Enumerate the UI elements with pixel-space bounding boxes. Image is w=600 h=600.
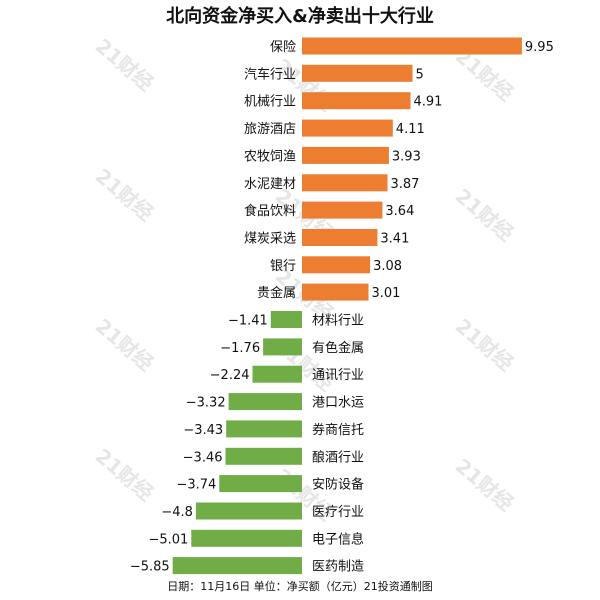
category-label-15: 券商信托 xyxy=(312,422,364,438)
watermark: 21财经 xyxy=(451,314,518,376)
bar-6 xyxy=(302,174,388,192)
value-label-3: 4.91 xyxy=(414,95,443,110)
bar-17 xyxy=(219,475,302,493)
value-label-19: −5.01 xyxy=(148,532,188,547)
value-label-18: −4.8 xyxy=(161,505,193,520)
value-label-13: −2.24 xyxy=(210,368,250,383)
bar-2 xyxy=(302,64,413,82)
watermark: 21财经 xyxy=(91,314,158,376)
value-label-5: 3.93 xyxy=(392,149,421,164)
chart-footer: 日期：11月16日 单位：净买额（亿元）21投资通制图 xyxy=(167,580,433,593)
value-label-10: 3.01 xyxy=(372,286,401,301)
value-label-20: −5.85 xyxy=(130,560,170,575)
category-label-6: 水泥建材 xyxy=(244,177,296,192)
bars xyxy=(172,37,522,575)
bar-9 xyxy=(302,256,371,274)
bar-7 xyxy=(302,201,383,219)
value-label-7: 3.64 xyxy=(385,204,414,219)
value-label-8: 3.41 xyxy=(380,232,409,247)
value-label-16: −3.46 xyxy=(183,450,223,465)
value-label-2: 5 xyxy=(416,67,424,82)
category-label-20: 医药制造 xyxy=(312,560,364,575)
category-label-5: 农牧饲渔 xyxy=(244,149,296,164)
bar-14 xyxy=(228,393,302,411)
category-label-18: 医疗行业 xyxy=(312,505,364,520)
category-label-3: 机械行业 xyxy=(244,95,296,110)
bar-5 xyxy=(302,146,389,164)
bar-16 xyxy=(225,447,302,465)
bar-20 xyxy=(172,557,302,575)
watermark: 21财经 xyxy=(91,34,158,96)
bar-4 xyxy=(302,119,393,137)
bar-8 xyxy=(302,229,378,246)
value-label-14: −3.32 xyxy=(186,396,226,411)
category-label-19: 电子信息 xyxy=(312,531,364,547)
category-label-13: 通讯行业 xyxy=(312,368,364,383)
bar-15 xyxy=(226,420,302,438)
category-label-8: 煤炭采选 xyxy=(244,232,296,247)
value-label-15: −3.43 xyxy=(183,423,223,438)
value-label-9: 3.08 xyxy=(373,259,402,274)
bar-13 xyxy=(252,365,302,383)
value-label-4: 4.11 xyxy=(396,122,425,137)
value-label-6: 3.87 xyxy=(391,177,420,192)
category-label-12: 有色金属 xyxy=(312,340,364,356)
watermark: 21财经 xyxy=(451,454,518,516)
category-label-17: 安防设备 xyxy=(312,477,364,493)
value-label-11: −1.41 xyxy=(228,314,268,329)
bar-11 xyxy=(270,311,302,328)
category-label-9: 银行 xyxy=(270,259,296,274)
watermark: 21财经 xyxy=(91,444,158,506)
bar-10 xyxy=(302,283,369,301)
category-label-2: 汽车行业 xyxy=(244,66,296,82)
bar-18 xyxy=(195,502,302,520)
watermark: 21财经 xyxy=(91,164,158,226)
value-label-12: −1.76 xyxy=(220,341,260,356)
bar-3 xyxy=(302,92,411,110)
value-labels: 9.95 5 4.91 4.11 3.93 3.87 3.64 3.41 3.08 3.01 −1.… xyxy=(130,40,554,575)
watermark: 21财经 xyxy=(451,184,518,246)
bar-1 xyxy=(302,37,522,55)
value-label-1: 9.95 xyxy=(525,40,554,55)
chart-title: 北向资金净买入&净卖出十大行业 xyxy=(166,6,434,27)
category-labels: 保险汽车行业机械行业旅游酒店农牧饲渔水泥建材食品饮料煤炭采选银行贵金属材料行业有… xyxy=(244,40,364,575)
category-label-11: 材料行业 xyxy=(312,314,364,329)
value-label-17: −3.74 xyxy=(176,478,216,493)
category-label-10: 贵金属 xyxy=(257,285,296,301)
category-label-4: 旅游酒店 xyxy=(244,122,296,137)
category-label-1: 保险 xyxy=(270,40,296,55)
category-label-16: 酿酒行业 xyxy=(312,449,364,465)
bar-19 xyxy=(191,529,302,547)
category-label-7: 食品饮料 xyxy=(244,203,296,219)
category-label-14: 港口水运 xyxy=(312,396,364,411)
bar-12 xyxy=(263,338,302,356)
